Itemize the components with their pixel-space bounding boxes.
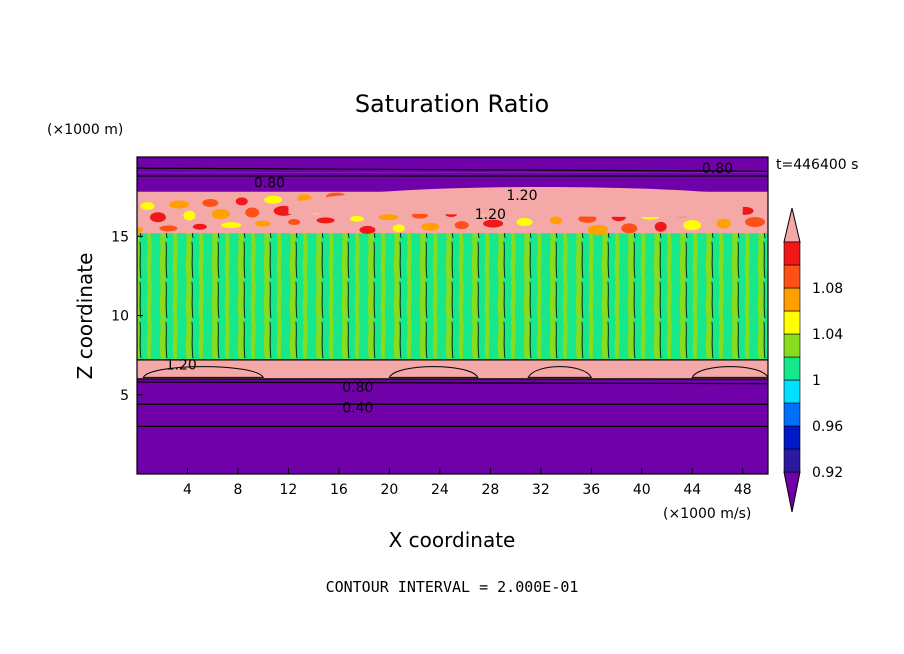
colorbar-swatch: [783, 425, 801, 450]
upper-noise-blob: [421, 222, 440, 231]
upper-noise-blob: [483, 219, 504, 228]
upper-noise-blob: [654, 221, 667, 232]
contour-label: 0.80: [342, 380, 373, 396]
colorbar-tick-label: 0.96: [812, 419, 843, 435]
contour-label: 1.20: [506, 188, 537, 204]
upper-noise-blob: [245, 207, 260, 218]
upper-noise-blob: [549, 216, 562, 225]
colorbar-swatch: [783, 264, 801, 289]
y-axis: 5 10 15: [111, 229, 143, 404]
upper-noise-blob: [411, 212, 428, 219]
contour-labels: 0.800.801.201.201.200.800.40: [166, 161, 734, 416]
colorbar-tick-label: 1.04: [812, 327, 843, 343]
upper-noise-blob: [149, 212, 166, 223]
colorbar-tick-label: 1: [812, 373, 821, 389]
colorbar-swatch: [783, 310, 801, 335]
base-lens: [388, 366, 479, 378]
x-tick-label: 8: [233, 482, 242, 498]
colorbar-swatch: [783, 287, 801, 312]
colorbar-tick-label: 0.92: [812, 465, 843, 481]
contour-line: [137, 167, 768, 172]
upper-noise-blob: [621, 223, 638, 234]
upper-noise-blob: [254, 220, 271, 227]
x-tick-label: 24: [431, 482, 449, 498]
x-tick-label: 36: [582, 482, 600, 498]
colorbar-extend-high: [783, 207, 801, 243]
upper-noise-blob: [211, 209, 230, 220]
upper-noise-blob: [392, 224, 405, 233]
contour-interval-footer: CONTOUR INTERVAL = 2.000E-01: [326, 578, 579, 596]
base-lens: [691, 366, 768, 378]
upper-noise-blob: [745, 216, 766, 227]
upper-noise-blob: [316, 217, 335, 224]
contour-label: 0.40: [342, 400, 373, 416]
upper-noise-blob: [378, 214, 399, 221]
colorbar-swatch: [783, 379, 801, 404]
colorbar-swatch: [783, 356, 801, 381]
upper-noise-blob: [137, 226, 143, 233]
contour-label: 0.80: [254, 175, 285, 191]
upper-noise-blob: [349, 215, 364, 222]
upper-noise-blob: [516, 217, 533, 226]
upper-noise-blob: [140, 202, 155, 211]
upper-noise-blob: [359, 225, 376, 234]
x-axis-title: X coordinate: [389, 528, 516, 552]
colorbar: 0.92 0.96 1 1.04 1.08: [783, 207, 843, 513]
y-tick-label: 5: [120, 388, 129, 404]
x-axis: 4 8 12 16 20 24 28 32 36 40 44 48: [183, 468, 752, 498]
colorbar-swatch: [783, 241, 801, 266]
x-tick-label: 20: [380, 482, 398, 498]
contour-line: [137, 381, 768, 385]
contour-label: 1.20: [166, 358, 197, 374]
x-unit-label: (×1000 m/s): [663, 506, 751, 522]
upper-noise-blob: [221, 222, 242, 229]
y-tick-label: 10: [111, 309, 129, 325]
upper-noise-blob: [159, 225, 178, 232]
colorbar-tick-label: 1.08: [812, 281, 843, 297]
upper-noise-blob: [454, 221, 469, 230]
base-lens: [527, 366, 593, 378]
colorbar-swatch: [783, 402, 801, 427]
contour-label: 1.20: [475, 207, 506, 223]
x-tick-label: 32: [532, 482, 550, 498]
x-tick-label: 16: [330, 482, 348, 498]
upper-noise-blob: [587, 224, 608, 235]
y-unit-label: (×1000 m): [47, 122, 123, 138]
x-tick-label: 12: [280, 482, 298, 498]
region-dry-upper: [137, 172, 768, 192]
y-tick-label: 15: [111, 229, 129, 245]
colorbar-swatch: [783, 333, 801, 358]
y-axis-title: Z coordinate: [73, 253, 97, 380]
upper-noise-blob: [202, 198, 219, 207]
x-tick-label: 40: [633, 482, 651, 498]
upper-noise-blob: [288, 218, 301, 225]
supersaturated-lens: [288, 186, 743, 218]
x-tick-label: 48: [734, 482, 752, 498]
time-label: t=446400 s: [776, 157, 858, 173]
colorbar-extend-low: [783, 471, 801, 513]
region-mid-cloud: [137, 233, 768, 360]
colorbar-swatch: [783, 448, 801, 473]
upper-noise-blob: [168, 200, 189, 209]
upper-noise-blob: [264, 195, 283, 204]
x-tick-label: 44: [683, 482, 701, 498]
x-tick-label: 4: [183, 482, 192, 498]
upper-noise-blob: [578, 214, 597, 223]
upper-noise-blob: [716, 218, 731, 229]
upper-noise-blob: [235, 197, 248, 206]
plot-area: [137, 157, 768, 474]
upper-noise-blob: [192, 223, 207, 230]
contour-label: 0.80: [702, 161, 733, 177]
chart-title: Saturation Ratio: [355, 90, 549, 118]
upper-noise-blob: [183, 210, 196, 221]
base-lens: [142, 366, 265, 378]
x-tick-label: 28: [481, 482, 499, 498]
upper-noise-blob: [683, 220, 702, 231]
